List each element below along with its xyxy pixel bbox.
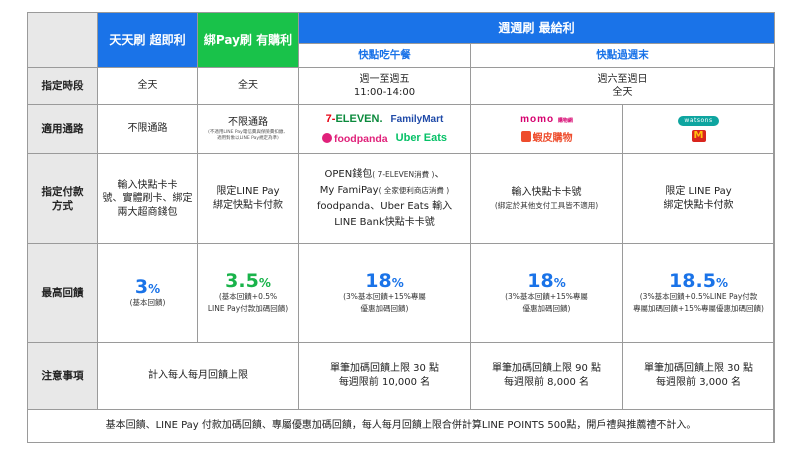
mcdonalds-logo: M	[691, 130, 706, 143]
payment-weekend2-line1: 限定 LINE Pay	[665, 186, 732, 198]
row-label-time: 指定時段	[27, 67, 98, 106]
time-daily: 全天	[97, 67, 198, 106]
payment-linepay-line2: 綁定快點卡付款	[213, 199, 283, 211]
reward-weekday: 18% (3%基本回饋+15%專屬 優惠加碼回饋)	[298, 243, 471, 343]
notes-weekend: 單筆加碼回饋上限 90 點 每週限前 8,000 名	[470, 341, 623, 411]
reward-linepay-note2: LINE Pay付款加碼回饋)	[207, 304, 289, 314]
header-linepay: 綁Pay刷 有購利	[197, 11, 299, 69]
channel-linepay: 不限通路 (不適用LINE Pay電信費與保險費扣繳、 適用對象以LINE Pa…	[197, 104, 299, 155]
channel-weekday-logos: 7-ELEVEN. FamilyMart foodpanda Uber Eats	[298, 104, 471, 155]
reward-weekend-value: 18%	[527, 269, 566, 292]
time-weekday-days: 週一至週五	[359, 73, 410, 85]
reward-weekend2: 18.5% (3%基本回饋+0.5%LINE Pay付款 專屬加碼回饋+15%專…	[621, 243, 776, 343]
foodpanda-icon	[321, 132, 332, 143]
payment-weekend2-line2: 綁定快點卡付款	[663, 199, 734, 211]
ubereats-logo: Uber Eats	[395, 132, 448, 145]
channel-weekend2-logos: watsons M	[621, 104, 776, 155]
corner-cell	[27, 11, 98, 69]
notes-weekend-line1: 單筆加碼回饋上限 90 點	[491, 363, 602, 375]
channel-linepay-note1: (不適用LINE Pay電信費與保險費扣繳、	[208, 129, 288, 135]
channel-daily: 不限通路	[97, 104, 198, 155]
payment-weekday-line4: LINE Bank快點卡卡號	[334, 216, 435, 228]
reward-weekend: 18% (3%基本回饋+15%專屬 優惠加碼回饋)	[470, 243, 623, 343]
payment-linepay-line1: 限定LINE Pay	[216, 186, 280, 198]
reward-weekend2-note1: (3%基本回饋+0.5%LINE Pay付款	[639, 292, 758, 302]
reward-daily: 3% (基本回饋)	[97, 243, 198, 343]
notes-weekend2: 單筆加碼回饋上限 30 點 每週限前 3,000 名	[621, 341, 776, 411]
footer-note: 基本回饋、LINE Pay 付款加碼回饋、專屬優惠加碼回饋，每人每月回饋上限合併…	[26, 409, 776, 443]
channel-weekend-logos: momo 購物網 蝦皮購物	[470, 104, 623, 155]
time-linepay: 全天	[197, 67, 299, 106]
seven-eleven-logo: 7-ELEVEN.	[325, 113, 383, 126]
notes-weekday: 單筆加碼回饋上限 30 點 每週限前 10,000 名	[298, 341, 471, 411]
reward-weekend-note2: 優惠加碼回饋)	[522, 304, 571, 314]
payment-weekend-line1: 輸入快點卡卡號	[511, 187, 582, 199]
payment-weekend: 輸入快點卡卡號 (綁定於其他支付工具皆不適用)	[470, 153, 623, 245]
row-label-notes: 注意事項	[27, 341, 98, 411]
familymart-logo: FamilyMart	[390, 114, 444, 125]
rewards-table-frame: 天天刷 超即利 綁Pay刷 有購利 週週刷 最給利 快點吃午餐 快點過週末 指定…	[26, 11, 776, 443]
payment-label-line1: 指定付款	[41, 185, 84, 198]
payment-daily: 輸入快點卡卡 號、實體刷卡、綁定 兩大超商錢包	[97, 153, 198, 245]
time-weekend-hours: 全天	[612, 87, 633, 99]
foodpanda-logo: foodpanda	[321, 132, 388, 146]
time-weekday-hours: 11:00-14:00	[353, 87, 416, 99]
shopee-logo: 蝦皮購物	[520, 130, 573, 146]
payment-daily-line1: 輸入快點卡卡	[117, 179, 178, 191]
header-weekday-lunch: 快點吃午餐	[298, 42, 471, 69]
payment-weekend-note: (綁定於其他支付工具皆不適用)	[494, 200, 599, 210]
time-weekday: 週一至週五 11:00-14:00	[298, 67, 471, 106]
notes-weekday-line1: 單筆加碼回饋上限 30 點	[329, 363, 440, 375]
reward-weekday-note2: 優惠加碼回饋)	[360, 304, 409, 314]
reward-linepay-value: 3.5%	[225, 269, 271, 292]
rewards-table: 天天刷 超即利 綁Pay刷 有購利 週週刷 最給利 快點吃午餐 快點過週末 指定…	[26, 11, 776, 443]
time-weekend: 週六至週日 全天	[469, 67, 776, 106]
payment-label-line2: 方式	[52, 199, 73, 212]
row-label-reward: 最高回饋	[27, 243, 98, 343]
payment-weekday-line3: foodpanda、Uber Eats 輸入	[316, 200, 453, 212]
payment-weekday-line1: OPEN錢包( 7-ELEVEN消費 )、	[324, 168, 445, 180]
momo-logo: momo 購物網	[520, 114, 573, 126]
notes-weekend2-line2: 每週限前 3,000 名	[656, 376, 742, 388]
reward-linepay-note1: (基本回饋+0.5%	[218, 292, 278, 302]
notes-daily-linepay: 計入每人每月回饋上限	[97, 341, 299, 411]
watsons-logo: watsons	[678, 116, 719, 127]
payment-linepay: 限定LINE Pay 綁定快點卡付款	[197, 153, 299, 245]
reward-daily-value: 3%	[134, 275, 161, 298]
reward-weekend2-value: 18.5%	[669, 269, 728, 292]
payment-daily-line3: 兩大超商錢包	[117, 206, 178, 218]
channel-linepay-note2: 適用對象以LINE Pay規定為準)	[217, 135, 279, 141]
channel-linepay-main: 不限通路	[228, 117, 268, 129]
header-weekly: 週週刷 最給利	[297, 12, 776, 44]
row-label-channel: 適用通路	[27, 104, 98, 155]
reward-linepay: 3.5% (基本回饋+0.5% LINE Pay付款加碼回饋)	[197, 243, 299, 343]
reward-weekend-note1: (3%基本回饋+15%專屬	[505, 292, 588, 302]
shopee-bag-icon	[520, 130, 531, 142]
notes-weekend2-line1: 單筆加碼回饋上限 30 點	[643, 363, 754, 375]
reward-weekend2-note2: 專屬加碼回饋+15%專屬優惠加碼回饋)	[633, 304, 764, 314]
reward-weekday-note1: (3%基本回饋+15%專屬	[343, 292, 426, 302]
header-weekend: 快點過週末	[469, 42, 776, 69]
header-daily: 天天刷 超即利	[97, 11, 198, 69]
notes-weekday-line2: 每週限前 10,000 名	[338, 376, 431, 388]
time-weekend-days: 週六至週日	[597, 73, 648, 85]
payment-daily-line2: 號、實體刷卡、綁定	[102, 193, 193, 205]
payment-weekday: OPEN錢包( 7-ELEVEN消費 )、 My FamiPay( 全家便利商店…	[298, 153, 471, 245]
notes-weekend-line2: 每週限前 8,000 名	[504, 376, 589, 388]
row-label-payment: 指定付款 方式	[27, 153, 98, 245]
payment-weekday-line2: My FamiPay( 全家便利商店消費 )	[319, 184, 450, 196]
reward-weekday-value: 18%	[365, 269, 404, 292]
payment-weekend2: 限定 LINE Pay 綁定快點卡付款	[621, 153, 776, 245]
reward-daily-note: (基本回饋)	[129, 298, 166, 308]
